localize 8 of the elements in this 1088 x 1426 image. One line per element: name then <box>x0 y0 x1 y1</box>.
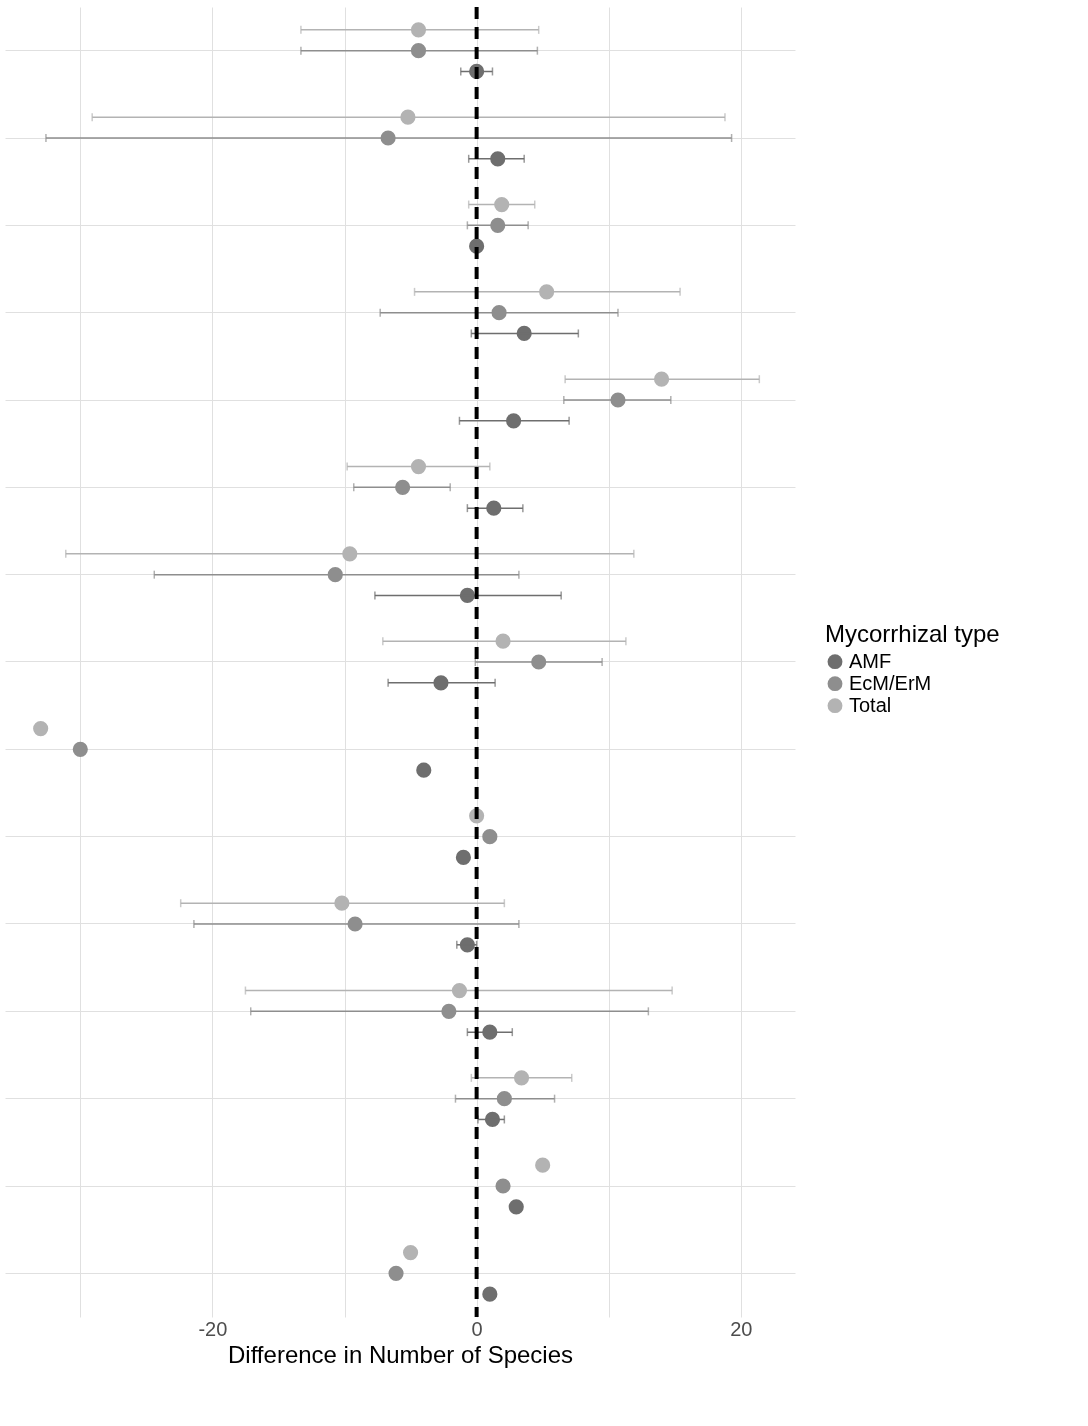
legend-label: EcM/ErM <box>849 671 932 694</box>
legend-label: Total <box>849 693 892 716</box>
x-tick-label: 20 <box>730 1317 753 1340</box>
x-tick-label: -20 <box>198 1317 228 1340</box>
x-tick-label: 0 <box>471 1317 483 1340</box>
x-axis-title: Difference in Number of Species <box>227 1340 574 1368</box>
legend-label: AMF <box>849 649 892 672</box>
legend-title: Mycorrhizal type <box>825 619 1000 647</box>
